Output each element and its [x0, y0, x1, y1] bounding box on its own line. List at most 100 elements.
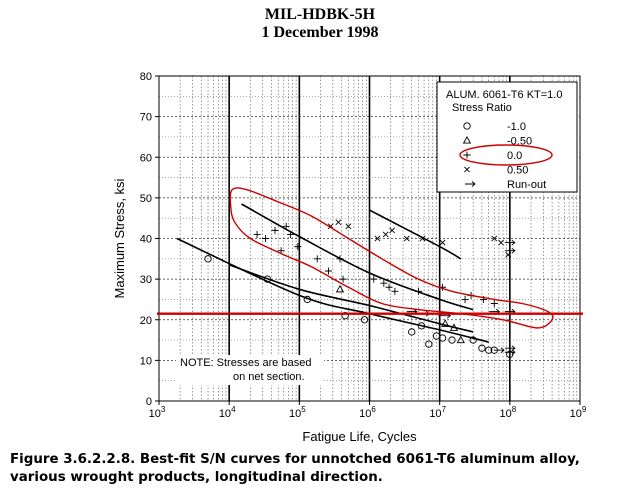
triangle-point: [456, 335, 465, 344]
x-tick-label: 107: [429, 405, 446, 420]
circle-point: [448, 336, 456, 344]
x-point: [491, 235, 498, 242]
circle-point: [478, 344, 486, 352]
fit-curve: [241, 203, 474, 311]
y-tick-label: 50: [140, 193, 152, 205]
document-title: MIL-HDBK-5H: [264, 6, 376, 23]
x-point: [345, 223, 352, 230]
y-tick-label: 0: [146, 396, 152, 408]
plus-point: [324, 267, 332, 275]
highlight-region: [229, 187, 554, 329]
legend-label: 0.50: [507, 165, 528, 177]
arrow-point: [493, 347, 505, 354]
circle-point: [417, 322, 426, 330]
x-point: [505, 251, 512, 258]
document-date: 1 December 1998: [261, 24, 379, 41]
legend-box: [436, 81, 578, 193]
plus-point: [271, 226, 279, 234]
arrow-point: [504, 247, 516, 254]
x-point: [419, 235, 426, 242]
x-point: [389, 227, 396, 234]
fit-curve: [228, 264, 474, 333]
legend-circle-icon: [463, 122, 471, 130]
arrow-point: [504, 239, 516, 246]
plus-point: [461, 295, 469, 303]
caption-line-2: various wrought products, longitudinal d…: [10, 470, 383, 485]
x-tick-label: 105: [289, 405, 306, 420]
triangle-point: [441, 319, 450, 327]
x-point: [374, 235, 381, 242]
x-tick-label: 106: [359, 405, 376, 420]
x-point: [439, 239, 446, 246]
legend-triangle-icon: [462, 135, 472, 144]
triangle-point: [335, 284, 345, 293]
circle-point: [263, 275, 271, 283]
legend-label: -1.0: [507, 121, 526, 133]
circle-point: [204, 255, 212, 263]
y-tick-label: 70: [140, 112, 152, 124]
arrow-point: [504, 349, 516, 356]
plus-point: [336, 255, 344, 263]
x-tick-label: 103: [149, 405, 166, 420]
plus-point: [391, 287, 399, 295]
fit-curves: [176, 203, 489, 343]
fit-curve: [369, 209, 462, 260]
plus-point: [415, 287, 423, 295]
y-tick-label: 20: [140, 315, 152, 327]
plus-point: [380, 279, 388, 287]
sn-curve-chart: 0 10 20 30 40 50 60 70 80 103 104 105 106 107 108 109 F…: [112, 71, 587, 444]
caption-line-1: Figure 3.6.2.2.8. Best-fit S/N curves fo…: [10, 452, 580, 467]
y-tick-label: 80: [140, 71, 152, 83]
note-line-2: on net section.: [233, 371, 305, 383]
x-tick-label: 104: [219, 405, 236, 420]
circle-point: [425, 340, 433, 348]
legend-subtitle: Stress Ratio: [452, 102, 512, 114]
circle-point: [469, 336, 477, 344]
circle-point: [438, 334, 447, 342]
x-point: [382, 231, 389, 238]
note-background: [176, 355, 324, 385]
plus-point: [370, 275, 378, 283]
legend-label: 0.0: [507, 150, 522, 162]
triangle-point: [449, 323, 459, 331]
legend-arrow-icon: [465, 181, 476, 187]
plus-point: [287, 230, 295, 238]
y-axis-label: Maximum Stress, ksi: [112, 178, 127, 298]
note-line-1: NOTE: Stresses are based: [180, 357, 311, 369]
data-points: [204, 219, 516, 358]
plus-point: [262, 235, 270, 242]
x-point: [403, 235, 410, 242]
x-axis-label: Fatigue Life, Cycles: [302, 429, 417, 444]
legend: ALUM. 6061-T6 KT=1.0 Stress Ratio -1.0-0…: [436, 81, 578, 193]
note-box: NOTE: Stresses are based on net section.: [176, 355, 324, 385]
circle-point: [360, 316, 369, 324]
x-tick-label: 108: [499, 405, 516, 420]
red-annotations: [157, 187, 583, 329]
plus-point: [339, 275, 347, 283]
circle-point: [408, 328, 416, 336]
plus-point: [385, 283, 393, 291]
plus-point: [294, 243, 302, 251]
y-tick-label: 40: [140, 234, 152, 246]
legend-plus-icon: [463, 151, 471, 159]
y-tick-label: 10: [140, 355, 152, 367]
legend-title: ALUM. 6061-T6 KT=1.0: [446, 89, 562, 101]
legend-label: Run-out: [507, 179, 546, 191]
legend-highlight-ellipse: [459, 144, 553, 166]
plus-point: [282, 222, 290, 230]
grid: [159, 76, 580, 401]
arrow-point: [504, 345, 516, 352]
figure-caption: Figure 3.6.2.2.8. Best-fit S/N curves fo…: [10, 451, 638, 487]
circle-point: [485, 346, 493, 354]
x-point: [498, 239, 504, 246]
plus-point: [490, 300, 498, 307]
y-tick-label: 60: [140, 152, 152, 164]
plus-point: [253, 230, 261, 238]
plus-point: [313, 255, 321, 263]
circle-point: [303, 295, 311, 304]
x-tick-label: 109: [570, 405, 587, 420]
x-point: [335, 219, 342, 226]
legend-x-icon: [464, 166, 470, 173]
y-tick-label: 30: [140, 274, 152, 286]
